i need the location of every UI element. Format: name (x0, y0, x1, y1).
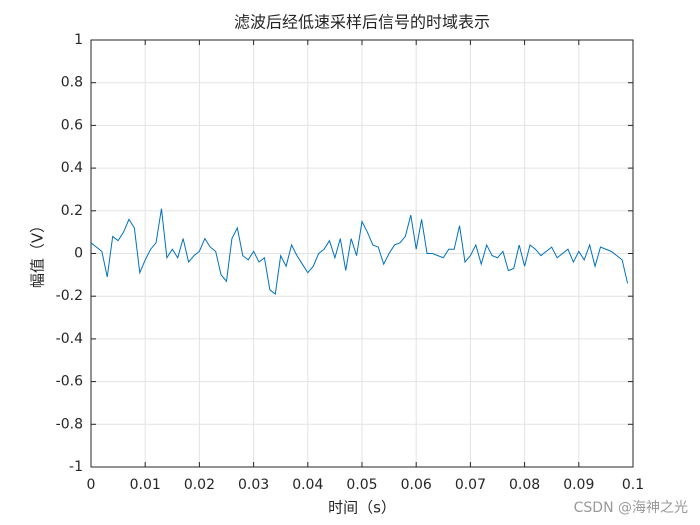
x-tick-label: 0.1 (622, 477, 644, 493)
y-tick-label: -0.6 (56, 374, 83, 390)
x-tick-label: 0.08 (509, 477, 540, 493)
x-tick-label: 0.03 (238, 477, 269, 493)
y-tick-label: 1 (74, 32, 83, 48)
x-tick-label: 0.01 (130, 477, 161, 493)
y-tick-label: 0.6 (61, 117, 83, 133)
y-tick-label: -1 (69, 459, 83, 475)
y-axis-label: 幅值（V） (29, 218, 47, 288)
plot-frame (90, 39, 634, 468)
data-line (90, 208, 629, 295)
y-tick-label: 0.4 (61, 160, 83, 176)
watermark: CSDN @海神之光 (574, 500, 688, 516)
x-tick-label: 0 (87, 477, 96, 493)
x-axis-label: 时间（s） (328, 499, 396, 517)
chart-title: 滤波后经低速采样后信号的时域表示 (234, 13, 490, 32)
y-tick-label: -0.4 (56, 331, 83, 347)
x-tick-label: 0.02 (184, 477, 215, 493)
y-tick-label: 0 (74, 246, 83, 262)
x-tick-label: 0.09 (563, 477, 594, 493)
y-tick-label: 0.8 (61, 75, 83, 91)
x-tick-label: 0.04 (292, 477, 323, 493)
x-tick-label: 0.05 (346, 477, 377, 493)
y-tick-label: -0.8 (56, 416, 83, 432)
y-tick-label: 0.2 (61, 203, 83, 219)
y-tick-label: -0.2 (56, 288, 83, 304)
x-tick-label: 0.06 (401, 477, 432, 493)
x-tick-label: 0.07 (455, 477, 486, 493)
